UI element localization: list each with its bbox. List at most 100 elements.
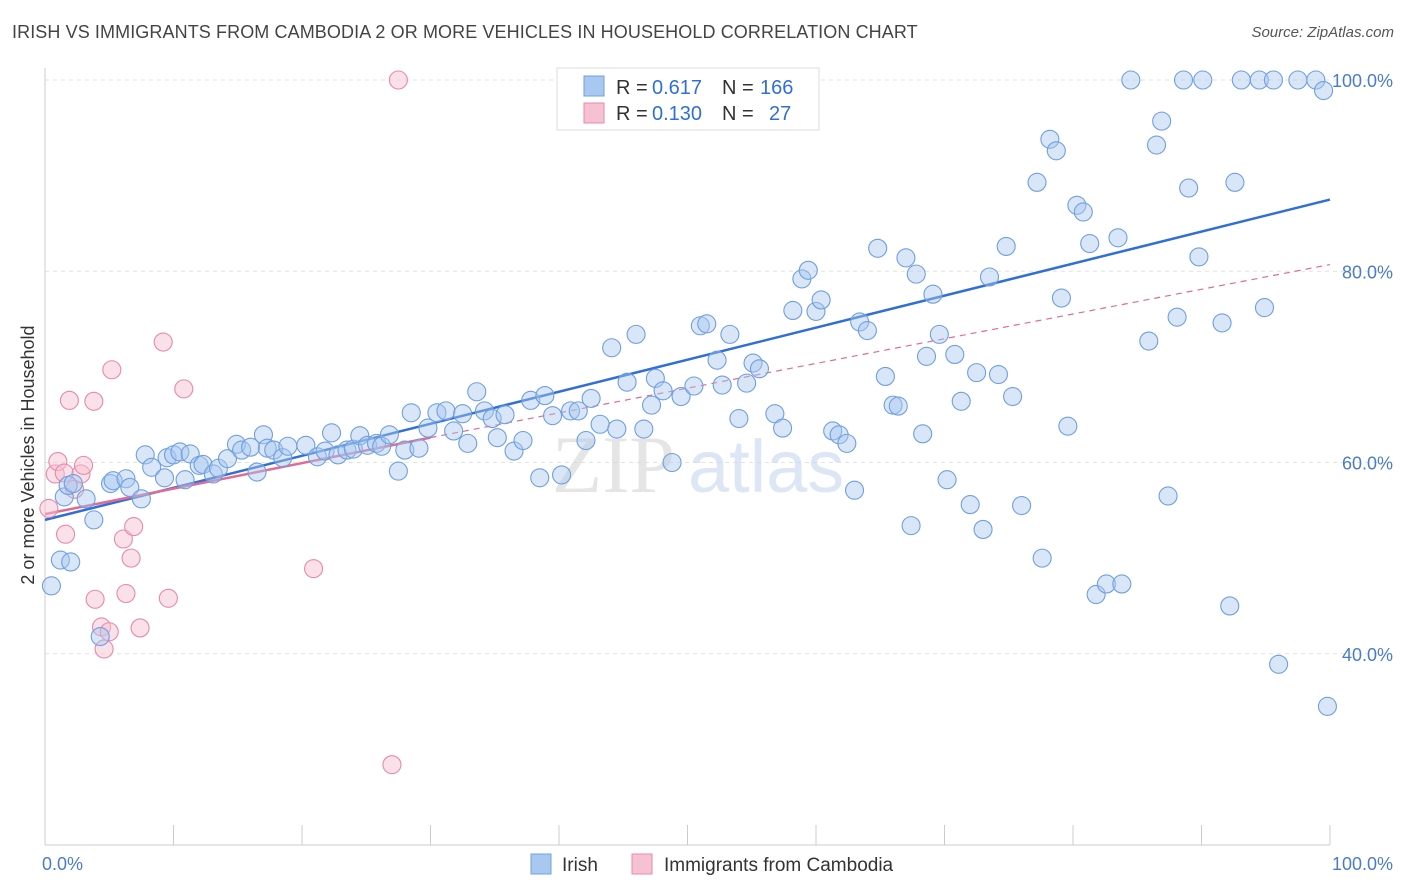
- irish-point: [1046, 141, 1066, 161]
- irish-point: [513, 430, 533, 451]
- irish-point: [1003, 386, 1023, 407]
- irish-point: [1225, 172, 1245, 192]
- tick-labels: 40.0% 60.0% 80.0% 100.0% 0.0% 100.0%: [42, 71, 1393, 874]
- cambodia-point: [388, 70, 408, 90]
- y-tick-label-40: 40.0%: [1342, 645, 1393, 665]
- irish-point: [951, 391, 971, 411]
- irish-point: [444, 421, 464, 441]
- bottom-legend-cambodia: Immigrants from Cambodia: [664, 855, 894, 876]
- irish-point: [90, 626, 110, 647]
- irish-point: [653, 381, 673, 401]
- irish-point: [916, 346, 937, 366]
- irish-point: [1179, 178, 1199, 198]
- y-tick-label-80: 80.0%: [1342, 262, 1393, 282]
- trendline-1: [44, 436, 431, 516]
- irish-point: [175, 470, 195, 490]
- irish-point: [1288, 70, 1308, 90]
- cambodia-point: [113, 529, 133, 549]
- watermark: ZIP atlas: [552, 419, 844, 510]
- irish-point: [1314, 80, 1334, 101]
- irish-point: [684, 376, 704, 396]
- irish-point: [1189, 247, 1209, 267]
- irish-point: [436, 401, 456, 421]
- irish-point: [1249, 70, 1269, 90]
- watermark-atlas: atlas: [688, 425, 844, 508]
- irish-point: [217, 449, 238, 469]
- irish-point: [474, 401, 495, 421]
- irish-point: [1073, 202, 1093, 222]
- axes: [44, 68, 1331, 846]
- legend-swatch-irish: [583, 75, 605, 97]
- irish-point: [960, 495, 980, 515]
- irish-point: [226, 434, 247, 454]
- cambodia-point: [124, 517, 144, 537]
- irish-point: [1146, 135, 1167, 155]
- irish-point: [1220, 596, 1240, 616]
- irish-point: [641, 395, 662, 415]
- irish-points: [41, 70, 1337, 716]
- irish-point: [495, 405, 515, 425]
- legend-cambodia-r-value: 0.130: [652, 103, 702, 125]
- irish-point: [315, 441, 335, 461]
- irish-point: [1058, 416, 1078, 436]
- legend-swatch-cambodia: [583, 102, 605, 124]
- irish-point: [487, 428, 507, 448]
- irish-point: [967, 363, 987, 383]
- irish-point: [521, 390, 541, 410]
- irish-point: [906, 264, 926, 284]
- irish-point: [973, 519, 993, 539]
- irish-point: [945, 344, 965, 364]
- irish-point: [1254, 298, 1275, 318]
- irish-point: [41, 576, 61, 596]
- irish-point: [1112, 574, 1132, 594]
- legend-irish-r-value: 0.617: [652, 77, 702, 99]
- irish-point: [203, 464, 223, 484]
- irish-point: [662, 452, 682, 473]
- cambodia-point: [94, 639, 114, 659]
- irish-point: [1012, 495, 1032, 516]
- cambodia-point: [153, 332, 173, 352]
- irish-point: [1096, 574, 1116, 594]
- irish-point: [543, 406, 563, 426]
- irish-point: [581, 388, 601, 408]
- irish-point: [1051, 288, 1071, 308]
- irish-point: [1032, 548, 1052, 568]
- irish-point: [561, 401, 581, 421]
- cambodia-point: [174, 379, 194, 399]
- irish-point: [729, 408, 749, 429]
- legend-irish-r-label: R =: [616, 77, 648, 99]
- irish-point: [1263, 70, 1284, 90]
- irish-point: [937, 470, 957, 490]
- irish-point: [530, 468, 550, 488]
- y-axis-label: 2 or more Vehicles in Household: [18, 325, 38, 584]
- irish-point: [806, 301, 826, 321]
- irish-point: [467, 382, 487, 402]
- irish-point: [257, 438, 277, 458]
- cambodia-point: [56, 524, 76, 544]
- irish-point: [979, 267, 1000, 287]
- irish-point: [844, 480, 865, 500]
- irish-point: [135, 445, 155, 465]
- trendline-2: [430, 263, 1331, 439]
- trendlines: [44, 198, 1331, 522]
- irish-point: [1027, 172, 1047, 192]
- irish-point: [273, 448, 293, 468]
- y-tick-label-100: 100.0%: [1332, 71, 1393, 91]
- irish-point: [568, 401, 588, 421]
- trendline-0: [44, 198, 1331, 522]
- cambodia-point: [116, 583, 136, 604]
- legend-cambodia-n-label: N =: [722, 103, 754, 125]
- irish-point: [120, 477, 140, 497]
- cambodia-point: [130, 618, 150, 638]
- cambodia-point: [74, 455, 94, 475]
- irish-point: [837, 433, 857, 453]
- irish-point: [868, 238, 888, 258]
- irish-point: [1167, 307, 1187, 327]
- irish-point: [395, 440, 415, 460]
- irish-point: [929, 324, 949, 344]
- irish-point: [1086, 584, 1106, 605]
- irish-point: [247, 462, 267, 482]
- irish-point: [372, 436, 392, 456]
- irish-point: [84, 510, 104, 530]
